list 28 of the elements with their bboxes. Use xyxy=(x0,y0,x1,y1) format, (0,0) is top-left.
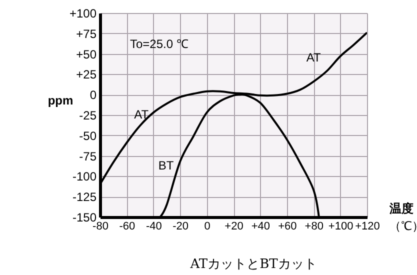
y-tick-label: +100 xyxy=(69,6,97,20)
y-tick-label: +75 xyxy=(76,26,97,41)
y-tick-label: -25 xyxy=(79,108,97,122)
x-tick-label: +80 xyxy=(304,220,324,232)
y-tick-label: -75 xyxy=(79,149,97,164)
y-tick-label: -125 xyxy=(72,190,97,204)
x-tick-label: +120 xyxy=(355,220,380,232)
x-tick-label: +100 xyxy=(328,220,354,232)
y-axis-title: ppm xyxy=(48,94,74,108)
y-tick-label: -50 xyxy=(79,128,97,143)
x-tick-label: +40 xyxy=(251,220,270,232)
series-label: BT xyxy=(158,158,174,173)
x-tick-label: -20 xyxy=(172,220,189,232)
y-tick-label: 0 xyxy=(90,88,97,102)
text: ATカットとBTカット xyxy=(189,257,317,272)
text: AT xyxy=(306,50,321,65)
series-label: AT xyxy=(134,108,150,122)
annotation: To=25.0 ℃ xyxy=(130,37,188,51)
x-tick-label: 0 xyxy=(204,220,210,232)
y-tick-label: +50 xyxy=(76,47,97,62)
x-tick-label: -40 xyxy=(146,220,162,232)
x-tick-label: -60 xyxy=(119,220,136,232)
text: （℃） xyxy=(389,219,417,233)
y-tick-label: +25 xyxy=(76,68,97,82)
x-tick-label: +20 xyxy=(224,220,244,232)
x-tick-label: +60 xyxy=(278,220,297,232)
y-tick-label: -100 xyxy=(72,170,97,184)
x-axis-title: 温度 xyxy=(388,202,414,216)
